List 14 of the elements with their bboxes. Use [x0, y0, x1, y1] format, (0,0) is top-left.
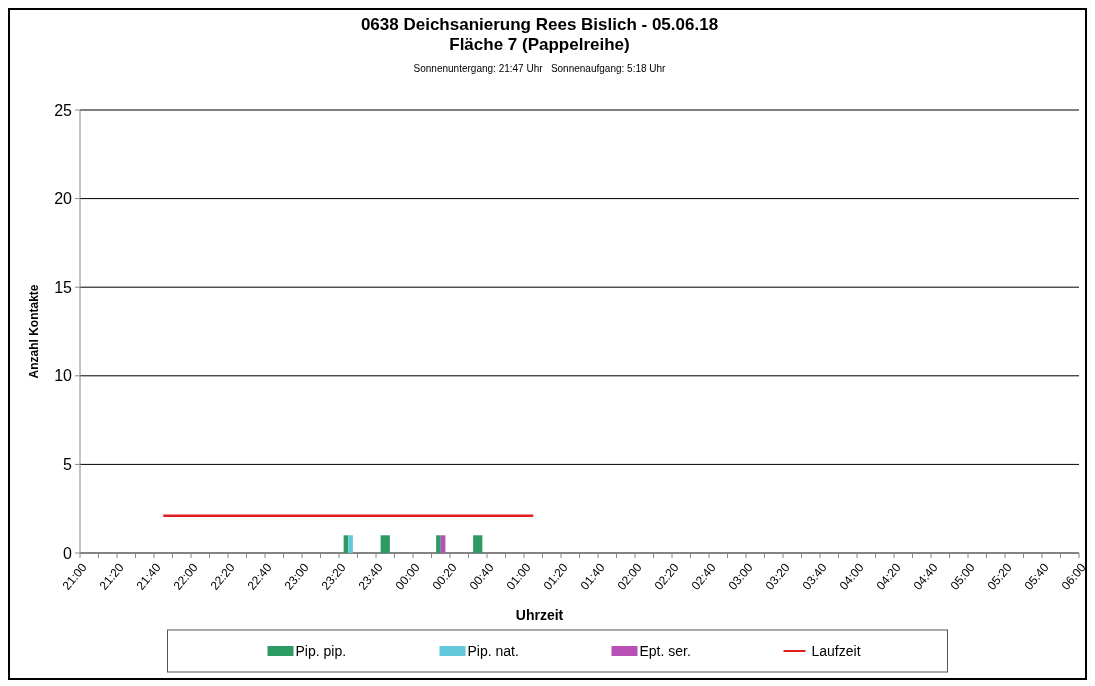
- y-tick-label: 10: [54, 367, 73, 385]
- y-axis-title: Anzahl Kontakte: [27, 284, 41, 379]
- chart-title: 0638 Deichsanierung Rees Bislich - 05.06.18 Fläche 7 (Pappelreihe): [360, 15, 719, 54]
- y-tick-label: 15: [54, 278, 73, 296]
- y-tick-label: 20: [54, 190, 73, 208]
- x-axis-title: Uhrzeit: [515, 607, 564, 623]
- y-tick-label: 5: [63, 456, 73, 473]
- legend-label: Ept. ser.: [639, 642, 691, 659]
- chart-subtitle: Sonnenuntergang: 21:47 Uhr Sonnenaufgang: 5:18 Uhr: [413, 63, 667, 74]
- legend-label: Pip. pip.: [295, 642, 347, 659]
- legend-label: Pip. nat.: [467, 642, 519, 659]
- y-tick-label: 0: [63, 544, 73, 562]
- legend-label: Laufzeit: [811, 642, 861, 659]
- y-tick-label: 25: [54, 101, 73, 119]
